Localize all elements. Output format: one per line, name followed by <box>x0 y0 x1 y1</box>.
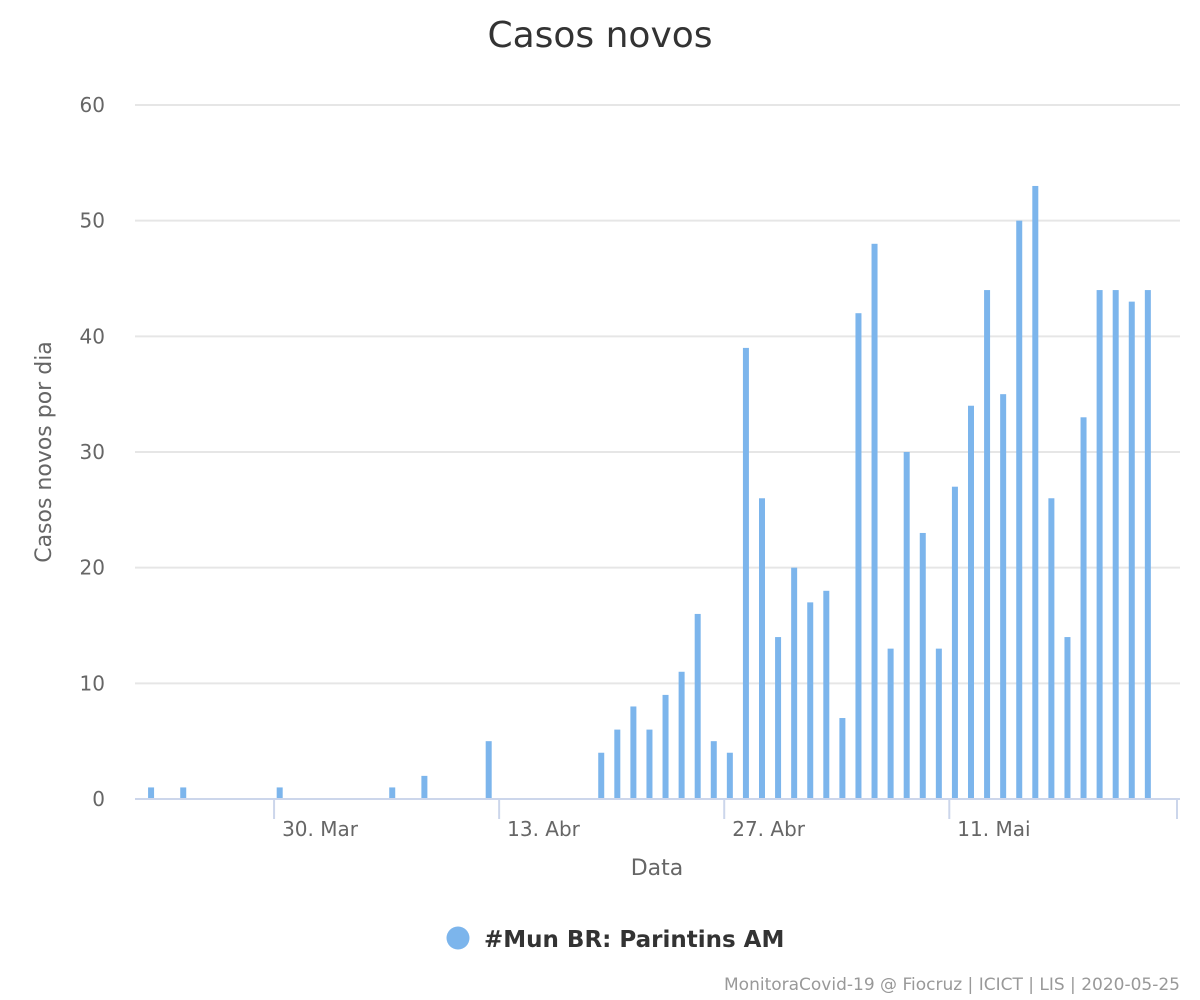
chart-title: Casos novos <box>487 15 712 56</box>
bar[interactable] <box>630 706 637 799</box>
bar[interactable] <box>1080 417 1087 799</box>
bar[interactable] <box>968 405 974 799</box>
y-axis-title: Casos novos por dia <box>32 341 57 563</box>
x-tick-label: 13. Abr <box>507 817 581 841</box>
bar[interactable] <box>823 590 830 799</box>
legend-label: #Mun BR: Parintins AM <box>484 927 784 953</box>
bar[interactable] <box>678 671 685 799</box>
x-axis-ticks: 30. Mar 13. Abr 27. Abr 11. Mai <box>273 799 1178 841</box>
x-tick-label: 11. Mai <box>957 817 1030 841</box>
bar[interactable] <box>598 752 605 799</box>
x-tick-label: 27. Abr <box>732 817 806 841</box>
bar[interactable] <box>887 648 894 799</box>
bar[interactable] <box>276 787 283 799</box>
bar[interactable] <box>1016 220 1023 799</box>
bar[interactable] <box>1048 498 1055 799</box>
bar[interactable] <box>807 602 814 799</box>
bar[interactable] <box>919 532 926 799</box>
bar[interactable] <box>871 243 878 800</box>
legend-symbol <box>446 926 470 950</box>
bar[interactable] <box>694 613 701 799</box>
y-tick-label: 20 <box>80 556 105 580</box>
y-tick-label: 60 <box>80 93 105 117</box>
bar[interactable] <box>935 648 942 799</box>
bar[interactable] <box>421 775 428 799</box>
bar-series[interactable] <box>148 185 1151 800</box>
bar[interactable] <box>951 486 958 799</box>
y-tick-label: 10 <box>80 671 105 695</box>
bar[interactable] <box>839 718 846 799</box>
y-tick-label: 30 <box>80 440 105 464</box>
bar[interactable] <box>646 729 653 799</box>
x-tick-label: 30. Mar <box>282 817 359 841</box>
bar[interactable] <box>742 347 749 799</box>
bar[interactable] <box>855 313 862 799</box>
bar[interactable] <box>1144 290 1151 799</box>
bar[interactable] <box>180 787 187 799</box>
bar[interactable] <box>1128 301 1135 799</box>
credits[interactable]: MonitoraCovid-19 @ Fiocruz | ICICT | LIS… <box>724 975 1180 995</box>
bar[interactable] <box>1112 290 1119 799</box>
bar[interactable] <box>1096 290 1103 799</box>
bar[interactable] <box>148 787 155 799</box>
y-tick-label: 0 <box>92 787 105 811</box>
bar[interactable] <box>1032 185 1039 799</box>
bar[interactable] <box>1000 394 1007 799</box>
y-tick-label: 50 <box>80 209 105 233</box>
grid-lines <box>135 104 1180 685</box>
bar[interactable] <box>903 452 910 799</box>
bar[interactable] <box>1064 637 1071 799</box>
bar[interactable] <box>710 741 717 799</box>
bar[interactable] <box>791 567 798 799</box>
bar[interactable] <box>775 637 782 799</box>
y-tick-label: 40 <box>80 324 105 348</box>
bar[interactable] <box>614 729 621 799</box>
bar[interactable] <box>759 498 765 799</box>
legend-item[interactable]: #Mun BR: Parintins AM <box>446 926 785 954</box>
y-axis-ticks: 0 10 20 30 40 50 60 <box>80 93 105 811</box>
x-axis-title: Data <box>631 856 684 881</box>
bar[interactable] <box>389 787 396 799</box>
bar[interactable] <box>662 694 669 799</box>
bar[interactable] <box>984 290 991 799</box>
bar[interactable] <box>485 741 492 799</box>
bar[interactable] <box>726 752 733 799</box>
